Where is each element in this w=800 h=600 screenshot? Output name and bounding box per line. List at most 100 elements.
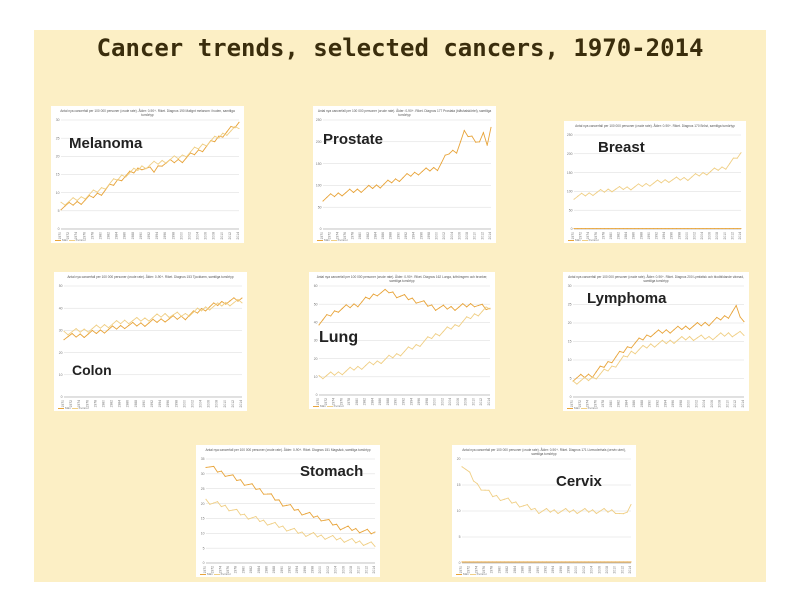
data-point	[637, 228, 640, 230]
data-point	[380, 292, 382, 294]
x-tick-label: 2004	[196, 232, 200, 240]
data-point	[549, 511, 551, 513]
data-point	[336, 523, 338, 525]
data-point	[565, 507, 567, 510]
x-tick-label: 2008	[349, 566, 353, 574]
data-point	[423, 341, 425, 343]
series-line-women	[205, 499, 376, 547]
data-point	[406, 173, 408, 175]
x-tick-label: 2002	[440, 398, 444, 406]
data-point	[240, 479, 242, 481]
x-tick-label: 1972	[578, 400, 582, 408]
data-point	[117, 179, 119, 181]
data-point	[482, 132, 484, 134]
data-point	[503, 561, 505, 563]
data-point	[107, 328, 110, 331]
data-point	[611, 365, 613, 367]
data-point	[587, 380, 590, 382]
data-point	[630, 189, 632, 191]
data-point	[687, 228, 689, 230]
data-point	[545, 561, 548, 563]
data-point	[332, 524, 334, 526]
data-point	[337, 311, 339, 313]
y-tick-label: 60	[314, 284, 318, 288]
data-point	[349, 366, 351, 368]
y-tick-label: 100	[567, 190, 573, 194]
data-point	[538, 512, 540, 515]
data-point	[572, 380, 574, 382]
x-tick-label: 1976	[343, 232, 347, 240]
data-point	[370, 533, 372, 535]
chart-label: Colon	[72, 362, 112, 378]
data-point	[431, 304, 433, 306]
x-tick-label: 1984	[624, 232, 628, 240]
data-point	[694, 228, 697, 230]
data-point	[345, 304, 347, 306]
data-point	[234, 125, 236, 128]
data-point	[712, 339, 714, 341]
data-point	[568, 561, 571, 563]
data-point	[638, 337, 640, 339]
x-tick-label: 2004	[702, 400, 706, 408]
data-point	[209, 306, 211, 308]
x-tick-label: 1982	[617, 232, 621, 240]
x-tick-label: 1978	[601, 232, 605, 240]
data-point	[339, 529, 341, 531]
y-tick-label: 0	[320, 227, 322, 231]
data-point	[615, 188, 617, 190]
data-point	[454, 309, 456, 311]
legend-label-men: Män	[463, 572, 470, 576]
x-tick-label: 1986	[126, 400, 130, 408]
data-point	[660, 182, 662, 184]
data-point	[263, 493, 265, 495]
x-tick-label: 1982	[110, 400, 114, 408]
data-point	[202, 143, 204, 145]
data-point	[720, 332, 722, 334]
x-tick-label: 2014	[372, 566, 376, 574]
data-point	[403, 294, 406, 296]
data-point	[76, 200, 78, 203]
chart-label: Melanoma	[69, 135, 143, 152]
x-tick-label: 2002	[582, 566, 586, 574]
data-point	[185, 157, 187, 159]
data-point	[681, 336, 683, 338]
data-point	[622, 188, 624, 191]
data-point	[376, 295, 378, 297]
data-point	[165, 162, 167, 164]
data-point	[577, 228, 579, 230]
data-point	[251, 517, 253, 519]
data-point	[677, 339, 679, 341]
data-point	[732, 228, 734, 230]
data-point	[214, 141, 216, 143]
data-point	[184, 319, 186, 321]
data-point	[654, 346, 656, 348]
data-point	[124, 328, 126, 330]
data-point	[384, 288, 386, 290]
y-tick-label: 30	[314, 339, 318, 343]
data-point	[355, 542, 357, 544]
x-tick-label: 2006	[207, 400, 211, 408]
y-tick-label: 30	[201, 472, 205, 476]
data-point	[611, 191, 613, 193]
data-point	[603, 228, 605, 230]
data-point	[619, 350, 621, 352]
x-tick-label: 1986	[264, 566, 268, 574]
data-point	[724, 315, 726, 317]
chart-legend: Män Kvinnor	[55, 238, 86, 242]
data-point	[407, 346, 409, 348]
data-point	[113, 184, 115, 186]
x-tick-label: 1974	[474, 566, 478, 574]
data-point	[743, 334, 745, 336]
data-point	[88, 193, 90, 196]
data-point	[561, 510, 563, 512]
data-point	[71, 331, 73, 333]
data-point	[60, 209, 62, 211]
data-point	[230, 130, 232, 132]
data-point	[486, 144, 488, 146]
data-point	[79, 331, 81, 333]
data-point	[398, 180, 400, 183]
data-point	[679, 228, 681, 230]
series-line-women	[573, 152, 742, 200]
x-tick-label: 2012	[480, 232, 484, 240]
data-point	[595, 561, 597, 563]
